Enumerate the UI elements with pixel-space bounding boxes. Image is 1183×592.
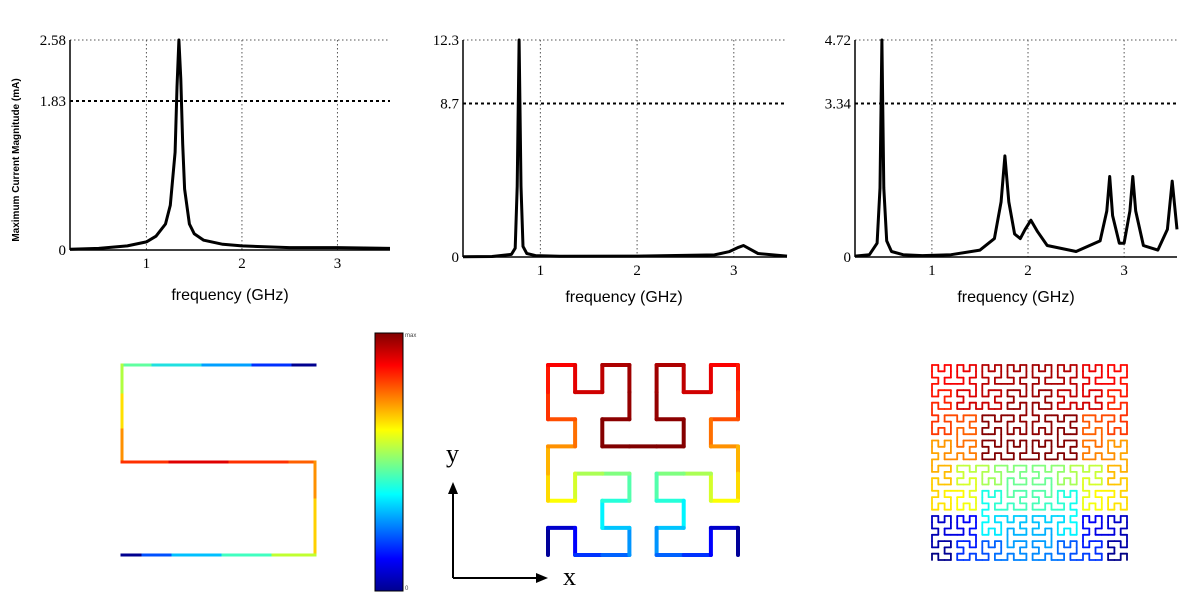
- x-tick-label: 1: [537, 263, 545, 279]
- plot-2-curve: [462, 38, 788, 259]
- plot-1-y-tick-labels: 0 1.83 2.58: [40, 33, 66, 259]
- y-tick-label: 0: [844, 250, 852, 266]
- hilbert-order5-current-map: [931, 364, 1128, 561]
- plot-3-x-axis-label: frequency (GHz): [957, 289, 1074, 306]
- plot-2-grid: [463, 39, 787, 257]
- meander-current-map: [120, 363, 317, 557]
- spectrum-plot-1: 0 1.83 2.58 1 2 3 frequency (GHz) Maximum Cu…: [11, 33, 391, 304]
- x-tick-label: 2: [1024, 263, 1032, 279]
- y-tick-label: 8.7: [440, 97, 459, 113]
- axes-indicator: y x: [446, 439, 576, 591]
- plot-1-x-axis-label: frequency (GHz): [171, 287, 288, 304]
- colorbar: max 0: [374, 332, 416, 592]
- plot-1-grid: [70, 39, 390, 250]
- y-tick-label: 4.72: [825, 33, 851, 49]
- plot-3-y-tick-labels: 0 3.34 4.72: [825, 33, 852, 266]
- y-tick-label: 0: [59, 243, 67, 259]
- plot-2-x-axis-label: frequency (GHz): [565, 289, 682, 306]
- plot-1-curve: [69, 38, 391, 251]
- spectrum-plot-3: 0 3.34 4.72 1 2 3 frequency (GHz): [825, 33, 1179, 306]
- colorbar-max-label: max: [405, 333, 416, 339]
- x-tick-label: 1: [143, 256, 151, 272]
- x-tick-label: 2: [238, 256, 246, 272]
- plot-1-x-tick-labels: 1 2 3: [143, 256, 342, 272]
- plot-2-frame: [462, 40, 787, 258]
- plot-3-grid: [855, 39, 1177, 257]
- y-tick-label: 3.34: [825, 96, 852, 112]
- x-axis-label: x: [563, 562, 576, 591]
- y-tick-label: 0: [452, 250, 460, 266]
- y-axis-label: y: [446, 439, 459, 468]
- x-tick-label: 3: [730, 263, 738, 279]
- x-tick-label: 3: [1120, 263, 1128, 279]
- x-tick-label: 1: [928, 263, 936, 279]
- colorbar-min-label: 0: [405, 586, 409, 592]
- y-axis-arrowhead: [448, 482, 458, 494]
- plot-2-y-tick-labels: 0 8.7 12.3: [433, 33, 460, 266]
- plot-3-frame: [854, 40, 1177, 258]
- y-tick-label: 1.83: [40, 94, 66, 110]
- colorbar-gradient: [374, 332, 404, 592]
- plot-1-frame: [69, 40, 390, 251]
- plot-3-curve: [854, 38, 1179, 258]
- plot-1-y-axis-label: Maximum Current Magnitude (mA): [11, 78, 22, 241]
- x-axis-arrowhead: [536, 573, 548, 583]
- x-tick-label: 2: [633, 263, 641, 279]
- hilbert-order3-current-map: [546, 363, 740, 557]
- plot-3-x-tick-labels: 1 2 3: [928, 263, 1128, 279]
- plot-2-x-tick-labels: 1 2 3: [537, 263, 738, 279]
- x-tick-label: 3: [334, 256, 342, 272]
- y-tick-label: 2.58: [40, 33, 66, 49]
- y-tick-label: 12.3: [433, 33, 459, 49]
- spectrum-plot-2: 0 8.7 12.3 1 2 3 frequency (GHz): [433, 33, 788, 306]
